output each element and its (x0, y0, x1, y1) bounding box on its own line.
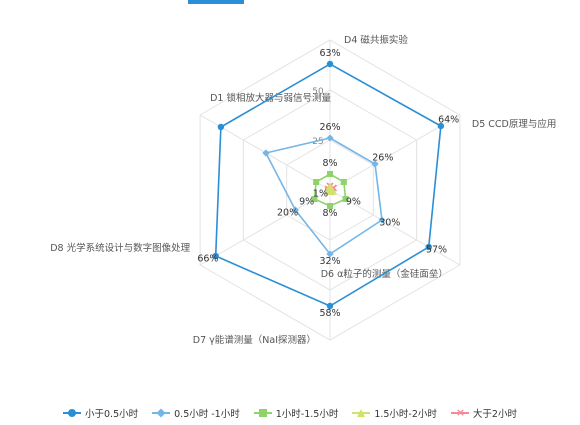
chart-legend: 小于0.5小时 0.5小时 -1小时 1小时-1.5小时 1.5小时-2小时 × 大于2小… (0, 405, 580, 421)
series-1.5小时-2小时 (324, 182, 337, 195)
data-point (324, 187, 332, 194)
grid-spoke-4 (329, 189, 461, 266)
legend-swatch-icon (253, 408, 272, 418)
axis-label-6: D8 光学系统设计与数字图像处理 (50, 242, 190, 254)
legend-item-1.5小时-2小时[interactable]: 1.5小时-2小时 (352, 406, 437, 420)
active-tab-indicator (188, 0, 244, 4)
legend-label: 大于2小时 (472, 409, 517, 420)
data-label: 26% (372, 153, 393, 164)
data-label: 8% (322, 208, 337, 219)
data-point (327, 171, 333, 177)
legend-item-1小时-1.5小时[interactable]: 1小时-1.5小时 (253, 406, 339, 420)
legend-item-0.5小时--1小时[interactable]: 0.5小时 -1小时 (152, 406, 240, 420)
legend-swatch-icon (152, 408, 171, 418)
data-label: 32% (319, 256, 340, 267)
legend-label: 1.5小时-2小时 (374, 409, 437, 420)
data-point (326, 60, 334, 68)
data-point (212, 252, 219, 260)
data-point (342, 196, 349, 202)
legend-label: 小于0.5小时 (85, 409, 139, 420)
radial-tick-label: 50 (312, 87, 324, 97)
data-point (291, 206, 299, 214)
legend-swatch-icon (352, 408, 371, 418)
series-1小时-1.5小时 (311, 171, 349, 209)
axis-label-2: D4 磁共振实验 (344, 34, 408, 46)
legend-swatch-icon (63, 408, 82, 418)
data-label: 63% (319, 48, 340, 59)
data-point (326, 302, 334, 310)
data-point (311, 196, 318, 202)
data-label: 20% (277, 208, 298, 219)
data-point (340, 179, 347, 185)
data-label: 30% (379, 218, 400, 229)
data-point (437, 122, 445, 130)
legend-swatch-icon: × (450, 407, 469, 418)
data-label: 57% (426, 245, 447, 256)
data-point (425, 243, 432, 251)
legend-label: 0.5小时 -1小时 (174, 409, 240, 420)
data-label: 66% (197, 254, 218, 265)
legend-label: 1小时-1.5小时 (275, 409, 339, 420)
data-label: 58% (319, 308, 340, 319)
legend-item-小于0.5小时[interactable]: 小于0.5小时 (63, 406, 138, 420)
data-point (371, 160, 379, 168)
axis-label-3: D5 CCD原理与应用 (472, 118, 556, 130)
data-point (326, 134, 334, 142)
data-label: 26% (319, 122, 340, 133)
data-label: 9% (299, 197, 314, 208)
series-0.5小时--1小时 (262, 134, 386, 258)
series-小于0.5小时 (212, 60, 445, 310)
data-label: 1% (313, 189, 328, 200)
data-label: 8% (322, 158, 337, 169)
radial-tick-label: 25 (312, 137, 323, 147)
data-label: 9% (346, 197, 361, 208)
data-point (327, 203, 333, 209)
data-label: 64% (438, 115, 459, 126)
data-point (262, 149, 270, 157)
axis-label-5: D7 γ能谱测量（NaI探测器） (193, 334, 316, 346)
legend-item-大于2小时[interactable]: × 大于2小时 (450, 406, 517, 420)
grid-spoke-6 (199, 189, 331, 266)
data-point (326, 250, 334, 258)
data-point (378, 216, 386, 224)
data-point (217, 123, 225, 131)
data-point (313, 179, 320, 185)
